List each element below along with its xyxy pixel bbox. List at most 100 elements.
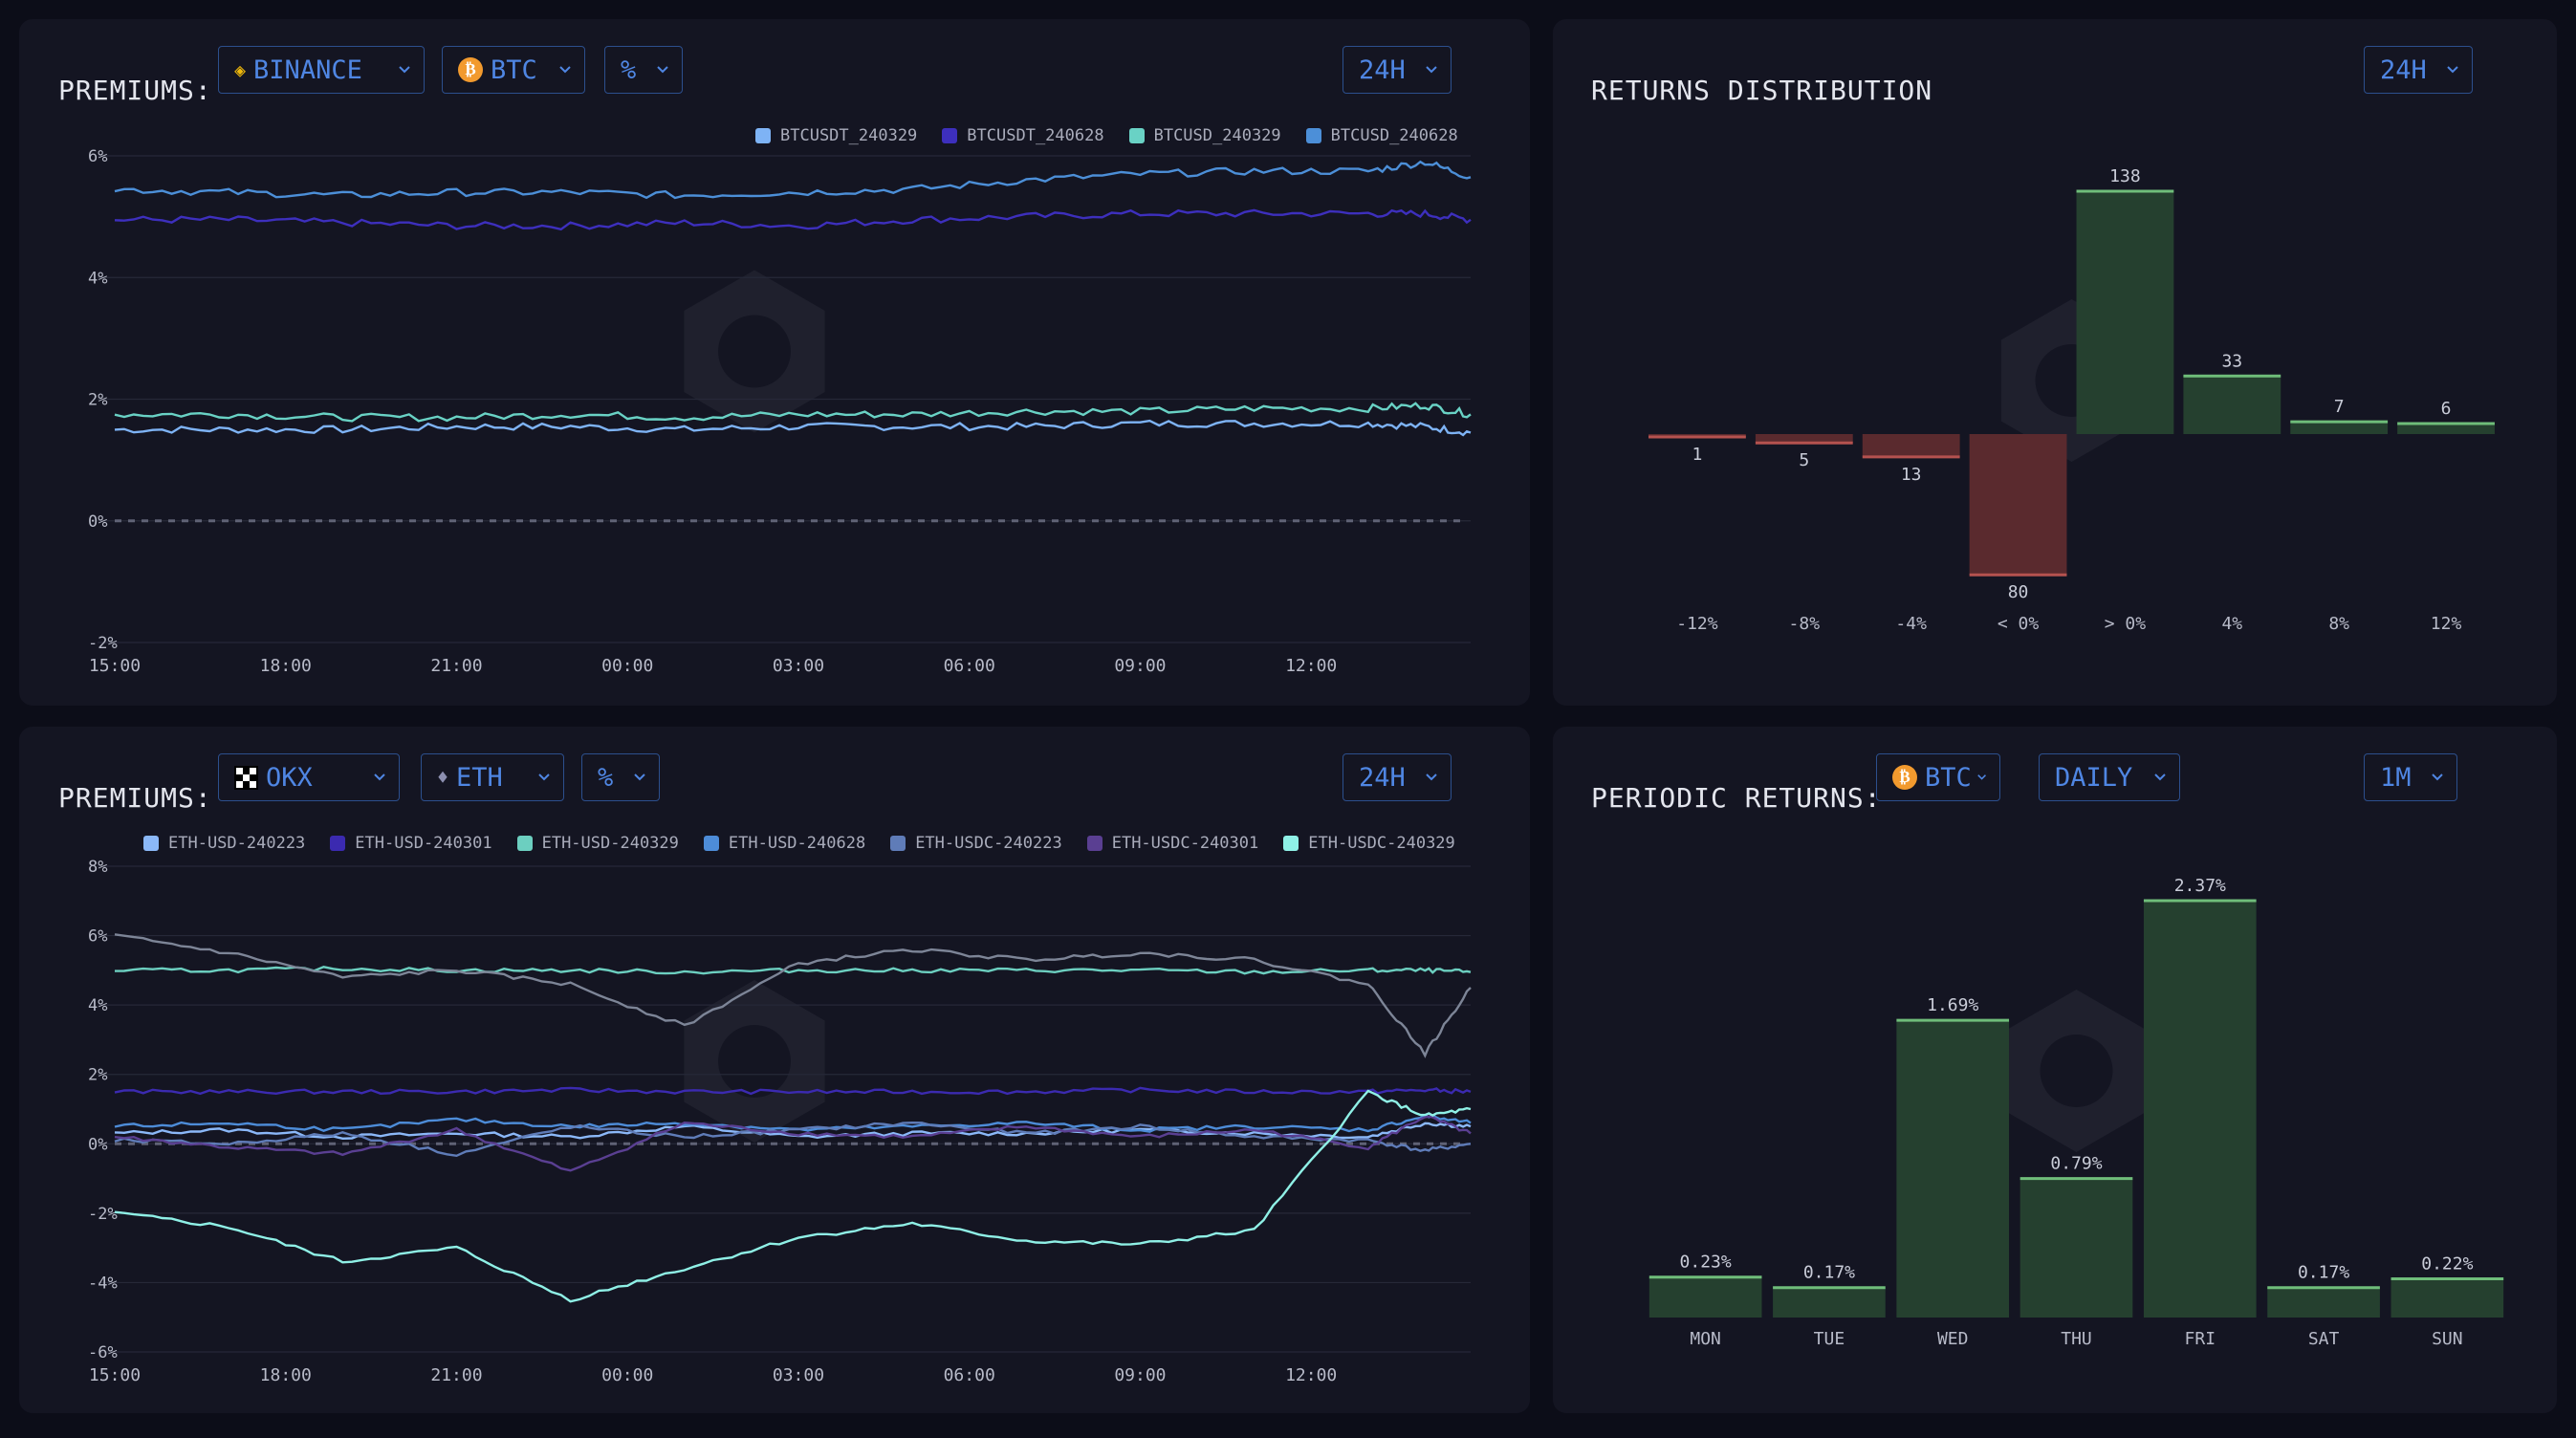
- bar[interactable]: [1862, 434, 1960, 457]
- category-label: -12%: [1676, 614, 1718, 634]
- series-line[interactable]: [114, 160, 1472, 200]
- x-tick-label: 03:00: [773, 656, 824, 676]
- unit-dropdown[interactable]: %: [604, 46, 683, 94]
- coin-dropdown[interactable]: ♦ ETH: [421, 753, 564, 801]
- bar[interactable]: [2397, 423, 2495, 434]
- data-label: 1.69%: [1927, 995, 1978, 1015]
- y-tick-label: 0%: [88, 1135, 107, 1154]
- category-label: 4%: [2221, 614, 2242, 634]
- bar[interactable]: [2267, 1287, 2380, 1318]
- data-label: 138: [2109, 166, 2141, 186]
- bar[interactable]: [2143, 901, 2257, 1318]
- y-tick-label: -2%: [88, 1205, 118, 1224]
- range-dropdown[interactable]: 24H: [1343, 753, 1452, 801]
- bar[interactable]: [1773, 1287, 1886, 1318]
- range-dropdown[interactable]: 1M: [2364, 753, 2457, 801]
- legend-swatch: [1086, 836, 1102, 851]
- exchange-dropdown[interactable]: ◈ BINANCE: [218, 46, 425, 94]
- legend-item[interactable]: BTCUSD_240628: [1305, 126, 1458, 145]
- y-tick-label: 6%: [88, 147, 107, 166]
- series-line[interactable]: [114, 1086, 1472, 1096]
- series-line[interactable]: [114, 966, 1472, 975]
- returns-distribution-chart: 1 -12% 5 -8% 13 -4% 80 < 0% 138 > 0% 33 4% 7 8% 6 12%: [1648, 166, 2495, 634]
- series-line[interactable]: [114, 1089, 1472, 1303]
- series-line[interactable]: [114, 933, 1472, 1058]
- x-tick-label: 21:00: [430, 1365, 482, 1385]
- category-label: WED: [1937, 1329, 1969, 1349]
- legend-item[interactable]: ETH-USD-240223: [143, 834, 305, 853]
- legend-item[interactable]: BTCUSD_240329: [1128, 126, 1281, 145]
- legend-label: ETH-USDC-240223: [915, 834, 1062, 853]
- bar[interactable]: [1755, 434, 1853, 444]
- legend-item[interactable]: ETH-USD-240301: [330, 834, 492, 853]
- exchange-dropdown[interactable]: OKX: [218, 753, 400, 801]
- legend-label: ETH-USD-240329: [541, 834, 679, 853]
- data-label: 5: [1799, 450, 1809, 470]
- category-label: 12%: [2431, 614, 2462, 634]
- data-label: 0.79%: [2050, 1154, 2102, 1174]
- category-label: TUE: [1814, 1329, 1845, 1349]
- coin-dropdown[interactable]: ₿ BTC: [442, 46, 585, 94]
- watermark-logo: [684, 980, 825, 1143]
- category-label: SAT: [2308, 1329, 2340, 1349]
- unit-dropdown[interactable]: %: [581, 753, 660, 801]
- series-line[interactable]: [114, 208, 1472, 231]
- bar[interactable]: [1969, 434, 2067, 576]
- legend-label: BTCUSD_240329: [1153, 126, 1281, 145]
- series-line[interactable]: [114, 419, 1472, 437]
- premiums-btc-chart: 6% 4% 2% 0% -2% 15:00 18:00 21:00 00:00 03:00 06:0…: [88, 147, 1472, 676]
- x-tick-label: 15:00: [89, 1365, 141, 1385]
- y-tick-label: 6%: [88, 927, 107, 947]
- range-dropdown[interactable]: 24H: [1343, 46, 1452, 94]
- coin-dropdown[interactable]: ₿ BTC: [1876, 753, 2000, 801]
- chevron-down-icon: [1426, 66, 1437, 74]
- legend-swatch: [755, 128, 771, 143]
- data-label: 7: [2334, 397, 2345, 417]
- legend-item[interactable]: ETH-USD-240628: [703, 834, 865, 853]
- data-label: 0.23%: [1680, 1253, 1732, 1273]
- panel-title: RETURNS DISTRIBUTION: [1591, 75, 1933, 106]
- bar[interactable]: [1648, 1276, 1762, 1318]
- bitcoin-icon: ₿: [1892, 765, 1917, 790]
- watermark-logo: [684, 270, 825, 433]
- legend-item[interactable]: ETH-USDC-240223: [890, 834, 1062, 853]
- legend-item[interactable]: ETH-USDC-240301: [1086, 834, 1258, 853]
- y-tick-label: -2%: [88, 634, 118, 653]
- category-label: FRI: [2185, 1329, 2216, 1349]
- bar[interactable]: [2183, 376, 2281, 434]
- period-dropdown[interactable]: DAILY: [2039, 753, 2180, 801]
- bar[interactable]: [1896, 1020, 2010, 1318]
- legend-item[interactable]: ETH-USDC-240329: [1283, 834, 1455, 853]
- legend-label: ETH-USDC-240329: [1308, 834, 1455, 853]
- bitcoin-icon: ₿: [458, 57, 483, 82]
- legend-item[interactable]: ETH-USD-240329: [516, 834, 679, 853]
- data-label: 33: [2221, 351, 2242, 371]
- series-line[interactable]: [114, 1121, 1472, 1158]
- premiums-eth-chart: 8% 6% 4% 2% 0% -2% -4% -6% 15:00 18:00 21:00 00:00 0…: [88, 858, 1472, 1385]
- bar[interactable]: [2076, 191, 2174, 434]
- series-line[interactable]: [114, 1115, 1472, 1172]
- bar[interactable]: [2019, 1178, 2133, 1318]
- category-label: 8%: [2328, 614, 2349, 634]
- series-line[interactable]: [114, 402, 1472, 423]
- y-tick-label: 8%: [88, 858, 107, 877]
- y-tick-label: 4%: [88, 269, 107, 288]
- panel-title: PERIODIC RETURNS:: [1591, 782, 1882, 814]
- chevron-down-icon: [2432, 773, 2443, 781]
- legend-swatch: [1128, 128, 1145, 143]
- bar[interactable]: [2390, 1278, 2504, 1318]
- series-line[interactable]: [114, 1122, 1472, 1141]
- data-label: 13: [1901, 465, 1922, 485]
- periodic-returns-chart: 0.23% MON 0.17% TUE 1.69% WED 0.79% THU 2.37% FRI…: [1648, 876, 2504, 1349]
- category-label: SUN: [2432, 1329, 2463, 1349]
- chevron-down-icon: [1426, 773, 1437, 781]
- bar[interactable]: [2290, 422, 2389, 434]
- legend-item[interactable]: BTCUSDT_240329: [755, 126, 917, 145]
- x-tick-label: 03:00: [773, 1365, 824, 1385]
- ethereum-icon: ♦: [437, 766, 449, 789]
- watermark-logo: [2005, 990, 2148, 1152]
- data-label: 2.37%: [2174, 876, 2226, 896]
- legend-item[interactable]: BTCUSDT_240628: [942, 126, 1104, 145]
- range-dropdown[interactable]: 24H: [2364, 46, 2473, 94]
- x-tick-label: 21:00: [430, 656, 482, 676]
